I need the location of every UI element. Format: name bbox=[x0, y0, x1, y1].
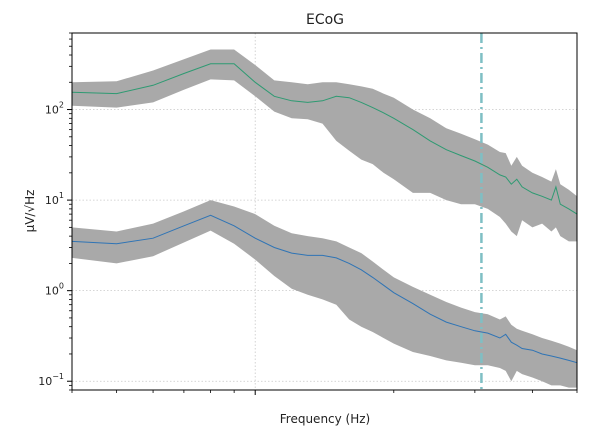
y-tick-base: 10 bbox=[45, 104, 59, 117]
chart-title: ECoG bbox=[306, 12, 344, 28]
y-tick-label: 102 bbox=[45, 101, 64, 117]
y-axis-label: µV/√Hz bbox=[23, 190, 37, 233]
series-line-0 bbox=[71, 63, 578, 215]
y-tick-base: 10 bbox=[45, 285, 59, 298]
confidence-band-0 bbox=[72, 49, 577, 242]
confidence-band-1 bbox=[72, 200, 577, 388]
series-lines bbox=[71, 63, 578, 364]
plot-frame bbox=[71, 32, 578, 391]
confidence-bands bbox=[72, 49, 577, 388]
y-tick-label: 101 bbox=[45, 191, 64, 207]
y-tick-label: 100 bbox=[45, 282, 64, 298]
y-tick-exponent: −1 bbox=[52, 372, 64, 381]
y-tick-label: 10−1 bbox=[38, 372, 64, 388]
y-tick-exponent: 2 bbox=[59, 101, 64, 110]
y-tick-base: 10 bbox=[38, 375, 52, 388]
series-line-1 bbox=[71, 214, 578, 364]
x-axis-label: Frequency (Hz) bbox=[280, 412, 371, 426]
y-axis-label-group: µV/√Hz bbox=[23, 190, 37, 233]
y-tick-exponent: 0 bbox=[59, 282, 64, 291]
y-tick-base: 10 bbox=[45, 194, 59, 207]
y-tick-exponent: 1 bbox=[59, 191, 64, 200]
